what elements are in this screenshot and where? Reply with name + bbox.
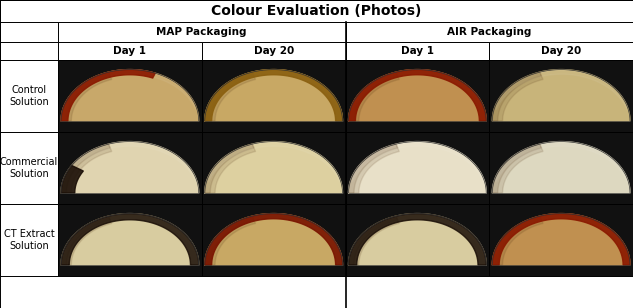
Polygon shape	[61, 214, 199, 265]
Bar	[0, 42, 58, 60]
Polygon shape	[349, 214, 486, 265]
Polygon shape	[349, 70, 486, 121]
Polygon shape	[492, 72, 542, 121]
Text: Control
Solution: Control Solution	[9, 85, 49, 107]
Polygon shape	[61, 216, 110, 265]
Bar	[58, 204, 202, 276]
Bar	[489, 204, 633, 276]
Bar	[58, 132, 202, 204]
Bar	[346, 60, 489, 132]
Polygon shape	[61, 214, 199, 265]
Bar	[489, 42, 633, 60]
Polygon shape	[492, 216, 543, 265]
Bar	[202, 204, 346, 276]
Polygon shape	[204, 214, 342, 265]
Polygon shape	[204, 70, 342, 121]
Bar	[346, 22, 633, 42]
Bar	[58, 22, 346, 42]
Polygon shape	[61, 70, 155, 121]
Polygon shape	[349, 70, 486, 121]
Polygon shape	[349, 142, 486, 193]
Polygon shape	[61, 70, 199, 121]
Polygon shape	[61, 144, 110, 193]
Polygon shape	[204, 216, 254, 265]
Text: CT Extract
Solution: CT Extract Solution	[4, 229, 54, 251]
Polygon shape	[204, 144, 256, 193]
Text: MAP Packaging: MAP Packaging	[156, 27, 247, 37]
Polygon shape	[492, 144, 542, 193]
Polygon shape	[349, 214, 486, 265]
Polygon shape	[492, 216, 542, 265]
Polygon shape	[204, 70, 342, 121]
Polygon shape	[204, 216, 256, 265]
Polygon shape	[349, 216, 398, 265]
Bar	[489, 60, 633, 132]
Text: Day 20: Day 20	[541, 46, 581, 56]
Bar	[0, 204, 58, 276]
Polygon shape	[204, 72, 254, 121]
Bar	[202, 60, 346, 132]
Polygon shape	[61, 165, 84, 193]
Polygon shape	[61, 72, 110, 121]
Bar	[202, 132, 346, 204]
Bar	[0, 132, 58, 204]
Bar	[0, 60, 58, 132]
Text: Day 1: Day 1	[113, 46, 146, 56]
Bar	[58, 42, 202, 60]
Bar	[346, 204, 489, 276]
Polygon shape	[349, 72, 399, 121]
Polygon shape	[349, 72, 398, 121]
Polygon shape	[492, 72, 543, 121]
Bar	[58, 60, 202, 132]
Polygon shape	[204, 72, 256, 121]
Bar	[0, 22, 58, 42]
Polygon shape	[492, 142, 630, 193]
Bar	[202, 42, 346, 60]
Polygon shape	[61, 144, 112, 193]
Bar	[346, 42, 489, 60]
Polygon shape	[204, 214, 342, 265]
Bar	[0, 0, 633, 22]
Polygon shape	[492, 214, 630, 265]
Polygon shape	[61, 72, 112, 121]
Text: Day 20: Day 20	[253, 46, 294, 56]
Polygon shape	[204, 144, 254, 193]
Polygon shape	[492, 144, 543, 193]
Text: Day 1: Day 1	[401, 46, 434, 56]
Bar	[489, 132, 633, 204]
Bar	[346, 132, 489, 204]
Polygon shape	[204, 142, 342, 193]
Polygon shape	[492, 70, 630, 121]
Text: Colour Evaluation (Photos): Colour Evaluation (Photos)	[211, 4, 422, 18]
Text: AIR Packaging: AIR Packaging	[447, 27, 532, 37]
Text: Commercial
Solution: Commercial Solution	[0, 157, 58, 179]
Polygon shape	[61, 216, 112, 265]
Polygon shape	[349, 144, 399, 193]
Polygon shape	[492, 214, 630, 265]
Polygon shape	[61, 142, 199, 193]
Polygon shape	[349, 144, 398, 193]
Polygon shape	[349, 216, 399, 265]
